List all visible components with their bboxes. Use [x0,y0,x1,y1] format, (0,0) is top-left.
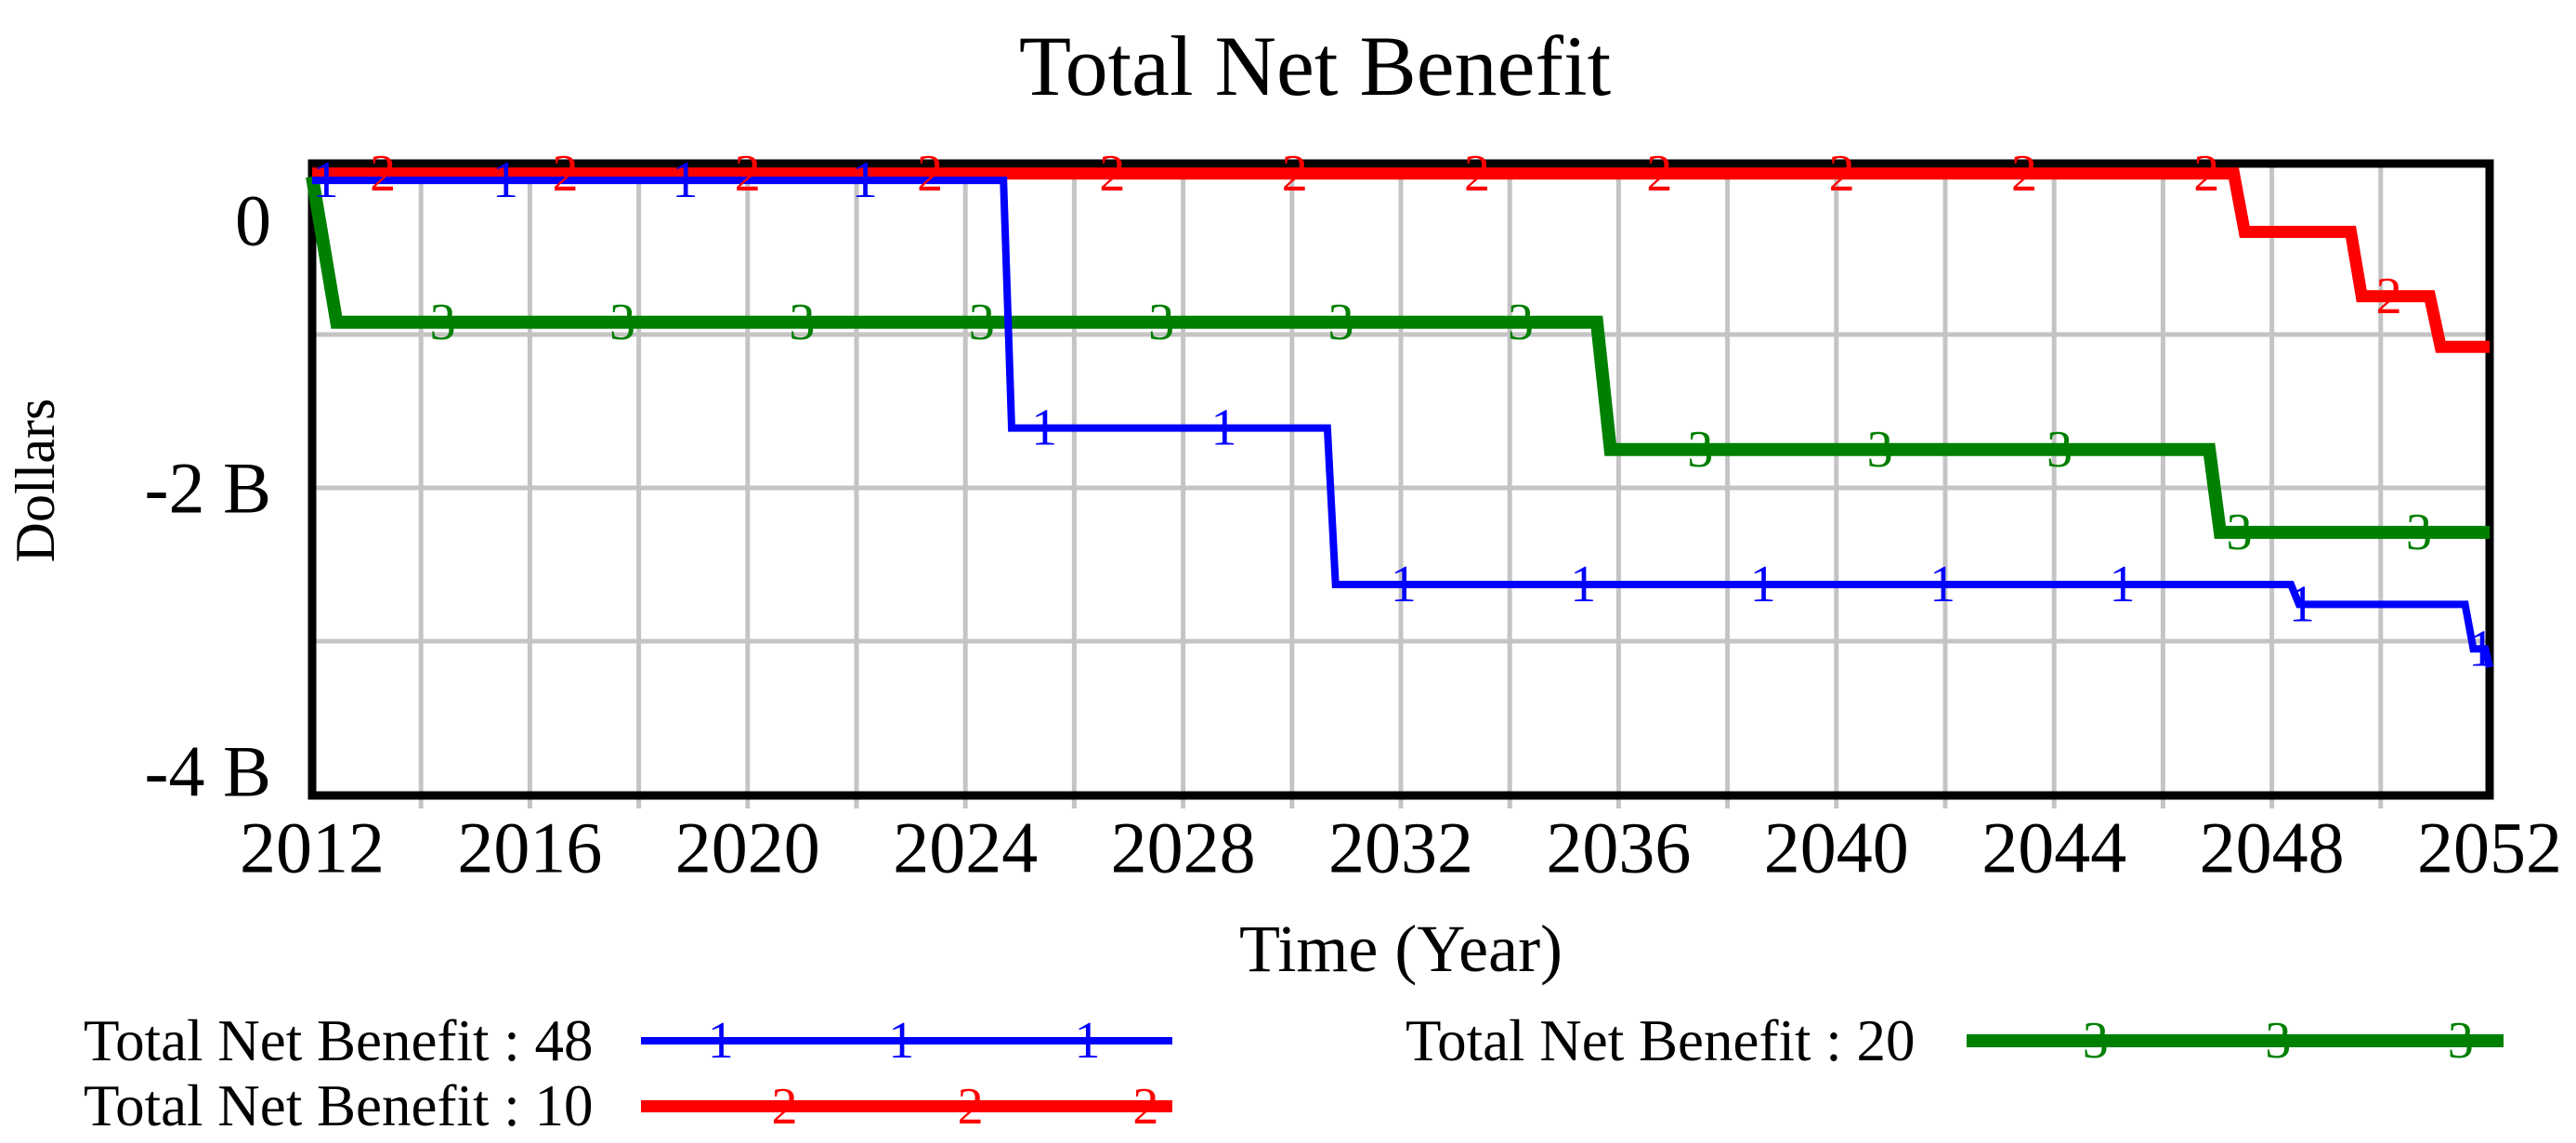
x-tick-label: 2044 [1981,808,2126,888]
series-marker-numeral-3: 3 [789,294,815,351]
series-marker-numeral-2: 2 [1646,145,1672,203]
series-marker-numeral-2: 2 [1464,145,1490,203]
x-tick-label: 2040 [1764,808,1909,888]
series-marker-numeral-3: 3 [609,294,635,351]
series-marker-numeral-3: 3 [969,294,995,351]
series-marker-numeral-3: 3 [1687,421,1713,479]
series-marker-numeral-2: 2 [2376,268,2402,325]
series-line-3 [306,175,2490,539]
series-line-1 [312,177,2493,668]
series-marker-numeral-1: 1 [1570,556,1596,613]
y-tick-label: 0 [235,180,271,261]
legend-marker-numeral: 2 [957,1077,984,1136]
x-tick-label: 2020 [675,808,820,888]
series-marker-numeral-1: 1 [2468,620,2494,677]
x-tick-label: 2016 [457,808,602,888]
legend-marker-numeral: 1 [888,1012,915,1070]
x-tick-label: 2024 [893,808,1038,888]
series-marker-numeral-2: 2 [1829,145,1855,203]
legend-marker-numeral: 3 [2082,1012,2109,1070]
series-marker-numeral-3: 3 [2226,504,2252,561]
chart-title: Total Net Benefit [1018,19,1612,113]
x-axis-title: Time (Year) [1238,912,1563,986]
legend-marker-numeral: 1 [707,1012,734,1070]
series-marker-numeral-3: 3 [1328,294,1354,351]
series-marker-numeral-1: 1 [1031,400,1057,457]
x-tick-label: 2036 [1546,808,1691,888]
series-marker-numeral-2: 2 [370,145,396,203]
series-marker-numeral-2: 2 [917,145,943,203]
series-line-2 [312,167,2490,353]
series-marker-numeral-2: 2 [2193,145,2219,203]
legend-marker-numeral: 1 [1074,1012,1101,1070]
x-tick-label: 2012 [240,808,385,888]
x-tick-label: 2028 [1111,808,1256,888]
series-marker-numeral-1: 1 [2289,575,2315,633]
legend-marker-numeral: 2 [771,1077,798,1136]
series-marker-numeral-2: 2 [1282,145,1308,203]
legend-line-series-3: 3 3 3 [1967,1015,2504,1067]
series-marker-numeral-1: 1 [1391,556,1417,613]
series-marker-numeral-2: 2 [1099,145,1125,203]
series-marker-numeral-1: 1 [852,151,878,209]
x-tick-label: 2052 [2417,808,2562,888]
series-marker-numeral-3: 3 [2406,504,2432,561]
series-marker-numeral-2: 2 [552,145,578,203]
legend-marker-numeral: 2 [1132,1077,1159,1136]
legend-label-series-3: Total Net Benefit : 20 [1406,1008,1916,1073]
series-marker-numeral-3: 3 [2046,421,2073,479]
legend-label-series-2: Total Net Benefit : 10 [84,1073,594,1138]
series-marker-numeral-3: 3 [430,294,456,351]
series-marker-numeral-1: 1 [1750,556,1776,613]
series-marker-numeral-1: 1 [2109,556,2135,613]
series-marker-numeral-3: 3 [1867,421,1893,479]
series-marker-numeral-1: 1 [1211,400,1237,457]
plot-border [307,159,2494,800]
legend-marker-numeral: 3 [2447,1012,2474,1070]
x-tick-label: 2048 [2200,808,2345,888]
legend-marker-numeral: 3 [2265,1012,2292,1070]
y-tick-label: -2 B [145,448,272,529]
series-marker-numeral-3: 3 [1508,294,1534,351]
legend-line-series-2: 2 2 2 [641,1081,1172,1133]
series-marker-numeral-2: 2 [2011,145,2037,203]
series-marker-numeral-1: 1 [672,151,698,209]
series-marker-numeral-1: 1 [313,151,339,209]
series-marker-numeral-2: 2 [735,145,761,203]
legend-label-series-1: Total Net Benefit : 48 [84,1008,594,1073]
series-marker-numeral-1: 1 [1929,556,1955,613]
series-marker-numeral-3: 3 [1148,294,1174,351]
series-marker-numeral-1: 1 [492,151,518,209]
y-tick-label: -4 B [145,731,272,812]
legend-line-series-1: 1 1 1 [641,1015,1172,1067]
x-tick-label: 2032 [1328,808,1473,888]
